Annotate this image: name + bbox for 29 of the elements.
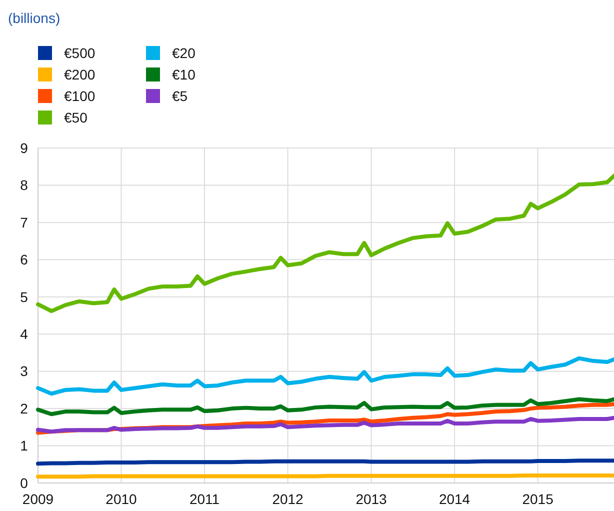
y-tick-label: 8 — [20, 177, 28, 194]
x-tick-label: 2015 — [522, 491, 554, 507]
y-tick-label: 5 — [20, 288, 28, 305]
y-tick-label: 2 — [20, 400, 28, 416]
line-series — [36, 356, 614, 396]
y-tick-label: 4 — [20, 326, 28, 342]
y-tick-label: 9 — [20, 140, 28, 156]
y-tick-label: 6 — [20, 252, 28, 268]
legend-label: €50 — [64, 110, 88, 126]
y-tick-label: 0 — [20, 474, 28, 491]
y-tick-label: 7 — [20, 214, 28, 230]
legend-label: €500 — [64, 45, 96, 61]
x-tick-label: 2010 — [106, 491, 138, 507]
x-tick-label: 2012 — [272, 491, 304, 507]
line-series — [36, 174, 614, 314]
x-tick-label: 2014 — [438, 491, 470, 507]
chart-subtitle: (billions) — [8, 10, 60, 26]
x-tick-label: 2013 — [356, 491, 388, 507]
legend-label: €10 — [172, 66, 196, 82]
line-series — [36, 416, 614, 434]
x-tick-label: 2011 — [189, 491, 220, 507]
legend-label: €20 — [172, 45, 196, 61]
legend-label: €200 — [64, 66, 96, 82]
line-series — [36, 397, 614, 416]
y-tick-label: 1 — [20, 438, 28, 454]
y-tick-label: 3 — [20, 363, 28, 380]
legend-label: €100 — [64, 88, 96, 104]
x-tick-label: 2009 — [22, 491, 54, 507]
legend-label: €5 — [172, 88, 188, 104]
